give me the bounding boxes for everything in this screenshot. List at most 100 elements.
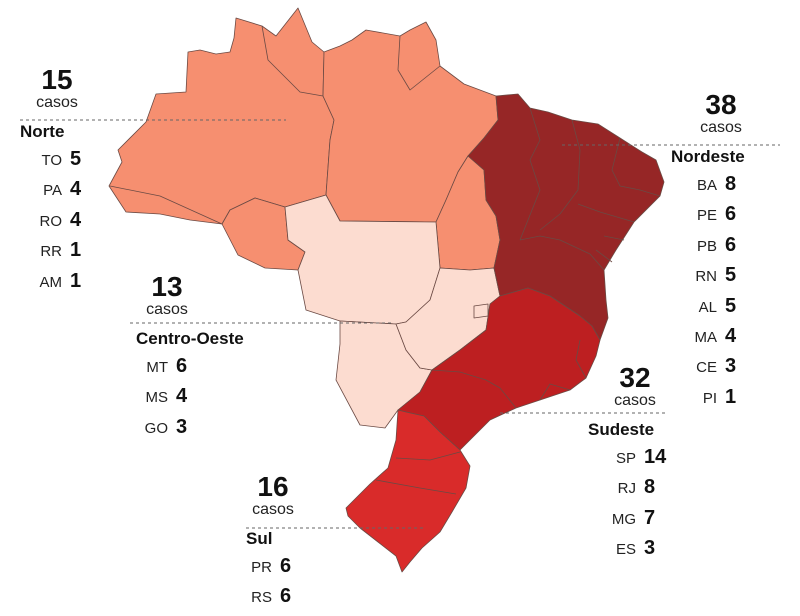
state-row: ES 3 <box>588 537 682 567</box>
norte-head: 15 casos <box>20 66 94 112</box>
state-value: 1 <box>725 385 737 408</box>
centro-oeste-total: 13 <box>151 271 183 302</box>
state-value: 4 <box>176 385 188 408</box>
state-abbr: GO <box>144 419 168 437</box>
centro-oeste-panel: 13 casos Centro-Oeste MT 6 MS 4 GO 3 <box>136 273 244 446</box>
state-abbr: SP <box>615 450 636 467</box>
state-row: MT 6 <box>136 355 244 385</box>
state-santa-catarina-border <box>375 479 457 495</box>
state-value: 5 <box>70 148 82 170</box>
region-nordeste <box>467 93 665 341</box>
state-value: 4 <box>725 324 737 347</box>
state-abbr: MS <box>145 389 169 407</box>
state-distrito-federal <box>473 303 489 319</box>
state-row: PR 6 <box>246 555 300 585</box>
state-value: 6 <box>725 203 737 226</box>
state-row: RS 6 <box>246 585 300 615</box>
state-row: MA 4 <box>671 325 771 355</box>
state-value: 3 <box>644 537 656 560</box>
state-amapa-border <box>397 35 441 91</box>
state-roraima-border <box>261 25 324 97</box>
state-bahia-border <box>519 235 605 271</box>
nordeste-panel: 38 casos Nordeste BA 8 PE 6 PB 6 RN 5 AL 5 MA… <box>671 91 771 416</box>
state-row: BA 8 <box>671 173 771 203</box>
state-abbr: AM <box>39 273 63 291</box>
state-abbr: MA <box>694 328 718 346</box>
state-abbr: RN <box>695 268 717 286</box>
state-row: AM 1 <box>20 270 94 300</box>
centro-oeste-region-name: Centro-Oeste <box>136 329 244 348</box>
sul-head: 16 casos <box>246 473 300 519</box>
centro-oeste-unit: casos <box>146 301 188 318</box>
state-row: RN 5 <box>671 264 771 294</box>
norte-unit: casos <box>36 94 78 111</box>
sudeste-region-name: Sudeste <box>588 420 655 439</box>
norte-state-list: TO 5 PA 4 RO 4 RR 1 AM 1 <box>20 148 94 300</box>
state-value: 8 <box>725 173 737 195</box>
state-row: PI 1 <box>671 386 771 416</box>
state-row: PB 6 <box>671 234 771 264</box>
state-row: GO 3 <box>136 416 244 446</box>
state-value: 8 <box>644 476 656 499</box>
state-abbr: PI <box>702 389 717 407</box>
state-value: 6 <box>280 555 292 577</box>
state-abbr: CE <box>696 359 717 377</box>
state-abbr: MG <box>611 510 636 528</box>
region-sudeste <box>397 287 601 451</box>
state-value: 6 <box>176 355 188 377</box>
state-abbr: BA <box>696 177 717 194</box>
state-row: CE 3 <box>671 355 771 385</box>
nordeste-head: 38 casos <box>671 91 771 137</box>
state-maranhao-border <box>519 107 541 241</box>
state-value: 5 <box>725 264 737 287</box>
state-row: RJ 8 <box>588 476 682 506</box>
state-abbr: AL <box>698 298 717 316</box>
state-abbr: RO <box>39 212 63 230</box>
nordeste-state-list: BA 8 PE 6 PB 6 RN 5 AL 5 MA 4 CE 3 PI 1 <box>671 173 771 416</box>
state-abbr: PB <box>696 237 717 255</box>
state-abbr: RR <box>40 243 62 261</box>
state-value: 1 <box>70 239 82 262</box>
state-sergipe-border <box>595 249 613 263</box>
norte-panel: 15 casos Norte TO 5 PA 4 RO 4 RR 1 AM 1 <box>20 66 94 300</box>
state-pernambuco-border <box>577 203 635 223</box>
state-abbr: ES <box>615 541 636 559</box>
state-piaui-border <box>539 119 581 231</box>
state-abbr: MT <box>146 359 168 376</box>
region-sul <box>345 409 471 573</box>
sul-unit: casos <box>252 501 294 518</box>
sul-panel: 16 casos Sul PR 6 RS 6 <box>246 473 300 616</box>
brazil-map <box>20 7 780 573</box>
state-row: AL 5 <box>671 295 771 325</box>
sul-total: 16 <box>257 471 289 502</box>
state-alagoas-border <box>603 235 625 241</box>
nordeste-total: 38 <box>705 89 737 120</box>
state-value: 3 <box>725 355 737 378</box>
state-value: 5 <box>725 294 737 317</box>
norte-region-name: Norte <box>20 122 65 141</box>
sul-region-name: Sul <box>246 529 273 548</box>
state-abbr: TO <box>41 152 62 169</box>
state-acre-border <box>109 185 223 225</box>
sudeste-head: 32 casos <box>588 364 682 410</box>
state-abbr: PR <box>251 559 272 576</box>
state-row: MG 7 <box>588 507 682 537</box>
state-value: 4 <box>70 178 82 201</box>
state-value: 6 <box>280 585 292 608</box>
nordeste-unit: casos <box>700 119 742 136</box>
nordeste-region-name: Nordeste <box>671 147 745 166</box>
state-row: TO 5 <box>20 148 94 178</box>
state-value: 14 <box>644 446 667 468</box>
state-row: RR 1 <box>20 239 94 269</box>
sudeste-unit: casos <box>614 392 656 409</box>
centro-oeste-head: 13 casos <box>136 273 198 319</box>
norte-total: 15 <box>41 64 73 95</box>
sudeste-state-list: SP 14 RJ 8 MG 7 ES 3 <box>588 446 682 568</box>
state-parana-border <box>395 451 461 461</box>
state-abbr: PE <box>696 207 717 225</box>
region-norte-west <box>108 7 335 225</box>
state-abbr: RJ <box>617 480 636 498</box>
sudeste-total: 32 <box>619 362 651 393</box>
state-row: PA 4 <box>20 178 94 208</box>
state-value: 4 <box>70 208 82 231</box>
